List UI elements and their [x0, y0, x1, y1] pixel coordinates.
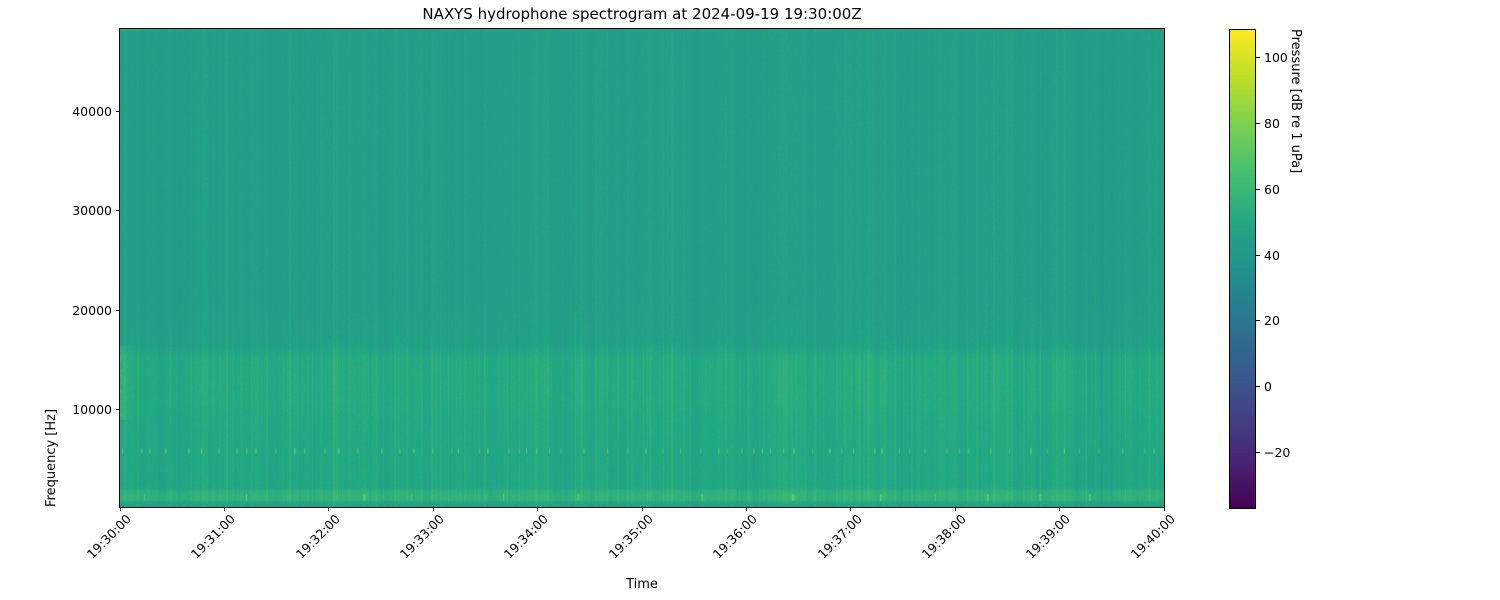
x-tick-mark: [432, 507, 434, 511]
colorbar-tick-mark: [1256, 451, 1260, 453]
colorbar-tick-label: 20: [1264, 313, 1280, 329]
colorbar-tick-mark: [1256, 57, 1260, 59]
colorbar-tick-label: −20: [1264, 444, 1291, 460]
chart-title: NAXYS hydrophone spectrogram at 2024-09-…: [422, 5, 862, 23]
y-tick-label: 10000: [72, 402, 112, 418]
x-tick-mark: [119, 507, 121, 511]
colorbar-tick-mark: [1256, 254, 1260, 256]
colorbar-tick-label: 80: [1264, 116, 1280, 132]
x-tick-label: 19:35:00: [605, 511, 656, 562]
x-tick-mark: [223, 507, 225, 511]
x-tick-mark: [537, 507, 539, 511]
y-tick-mark: [116, 309, 120, 311]
colorbar-tick-mark: [1256, 385, 1260, 387]
x-tick-mark: [641, 507, 643, 511]
x-tick-label: 19:34:00: [501, 511, 552, 562]
y-tick-label: 30000: [72, 203, 112, 219]
x-tick-label: 19:38:00: [918, 511, 970, 562]
y-tick-mark: [116, 210, 120, 212]
colorbar-tick-label: 100: [1264, 50, 1288, 66]
x-tick-mark: [850, 507, 852, 511]
colorbar-tick-label: 60: [1264, 181, 1280, 197]
colorbar-tick-mark: [1256, 320, 1260, 322]
x-tick-label: 19:33:00: [396, 511, 448, 562]
x-tick-mark: [954, 507, 956, 511]
plot-area: [119, 28, 1165, 508]
colorbar-tick-label: 40: [1264, 247, 1280, 263]
y-tick-mark: [116, 110, 120, 112]
colorbar-label: Pressure [dB re 1 uPa]: [1288, 29, 1303, 174]
x-tick-label: 19:40:00: [1127, 511, 1178, 562]
x-tick-mark: [1059, 507, 1061, 511]
spectrogram-canvas: [120, 29, 1164, 507]
y-tick-mark: [116, 409, 120, 411]
x-axis-label: Time: [626, 577, 658, 592]
x-tick-mark: [328, 507, 330, 511]
y-tick-label: 40000: [72, 103, 112, 119]
x-tick-label: 19:32:00: [292, 511, 343, 562]
x-tick-label: 19:39:00: [1023, 511, 1074, 562]
colorbar-tick-label: 0: [1264, 378, 1272, 394]
x-tick-label: 19:30:00: [83, 511, 134, 562]
x-tick-label: 19:36:00: [710, 511, 761, 562]
x-tick-mark: [1163, 507, 1165, 511]
colorbar-gradient: [1229, 29, 1256, 509]
x-tick-label: 19:31:00: [188, 511, 239, 562]
x-tick-label: 19:37:00: [814, 511, 865, 562]
y-tick-label: 20000: [72, 302, 112, 318]
x-tick-mark: [745, 507, 747, 511]
y-axis-label: Frequency [Hz]: [44, 408, 59, 507]
colorbar-tick-mark: [1256, 188, 1260, 190]
colorbar-tick-mark: [1256, 123, 1260, 125]
